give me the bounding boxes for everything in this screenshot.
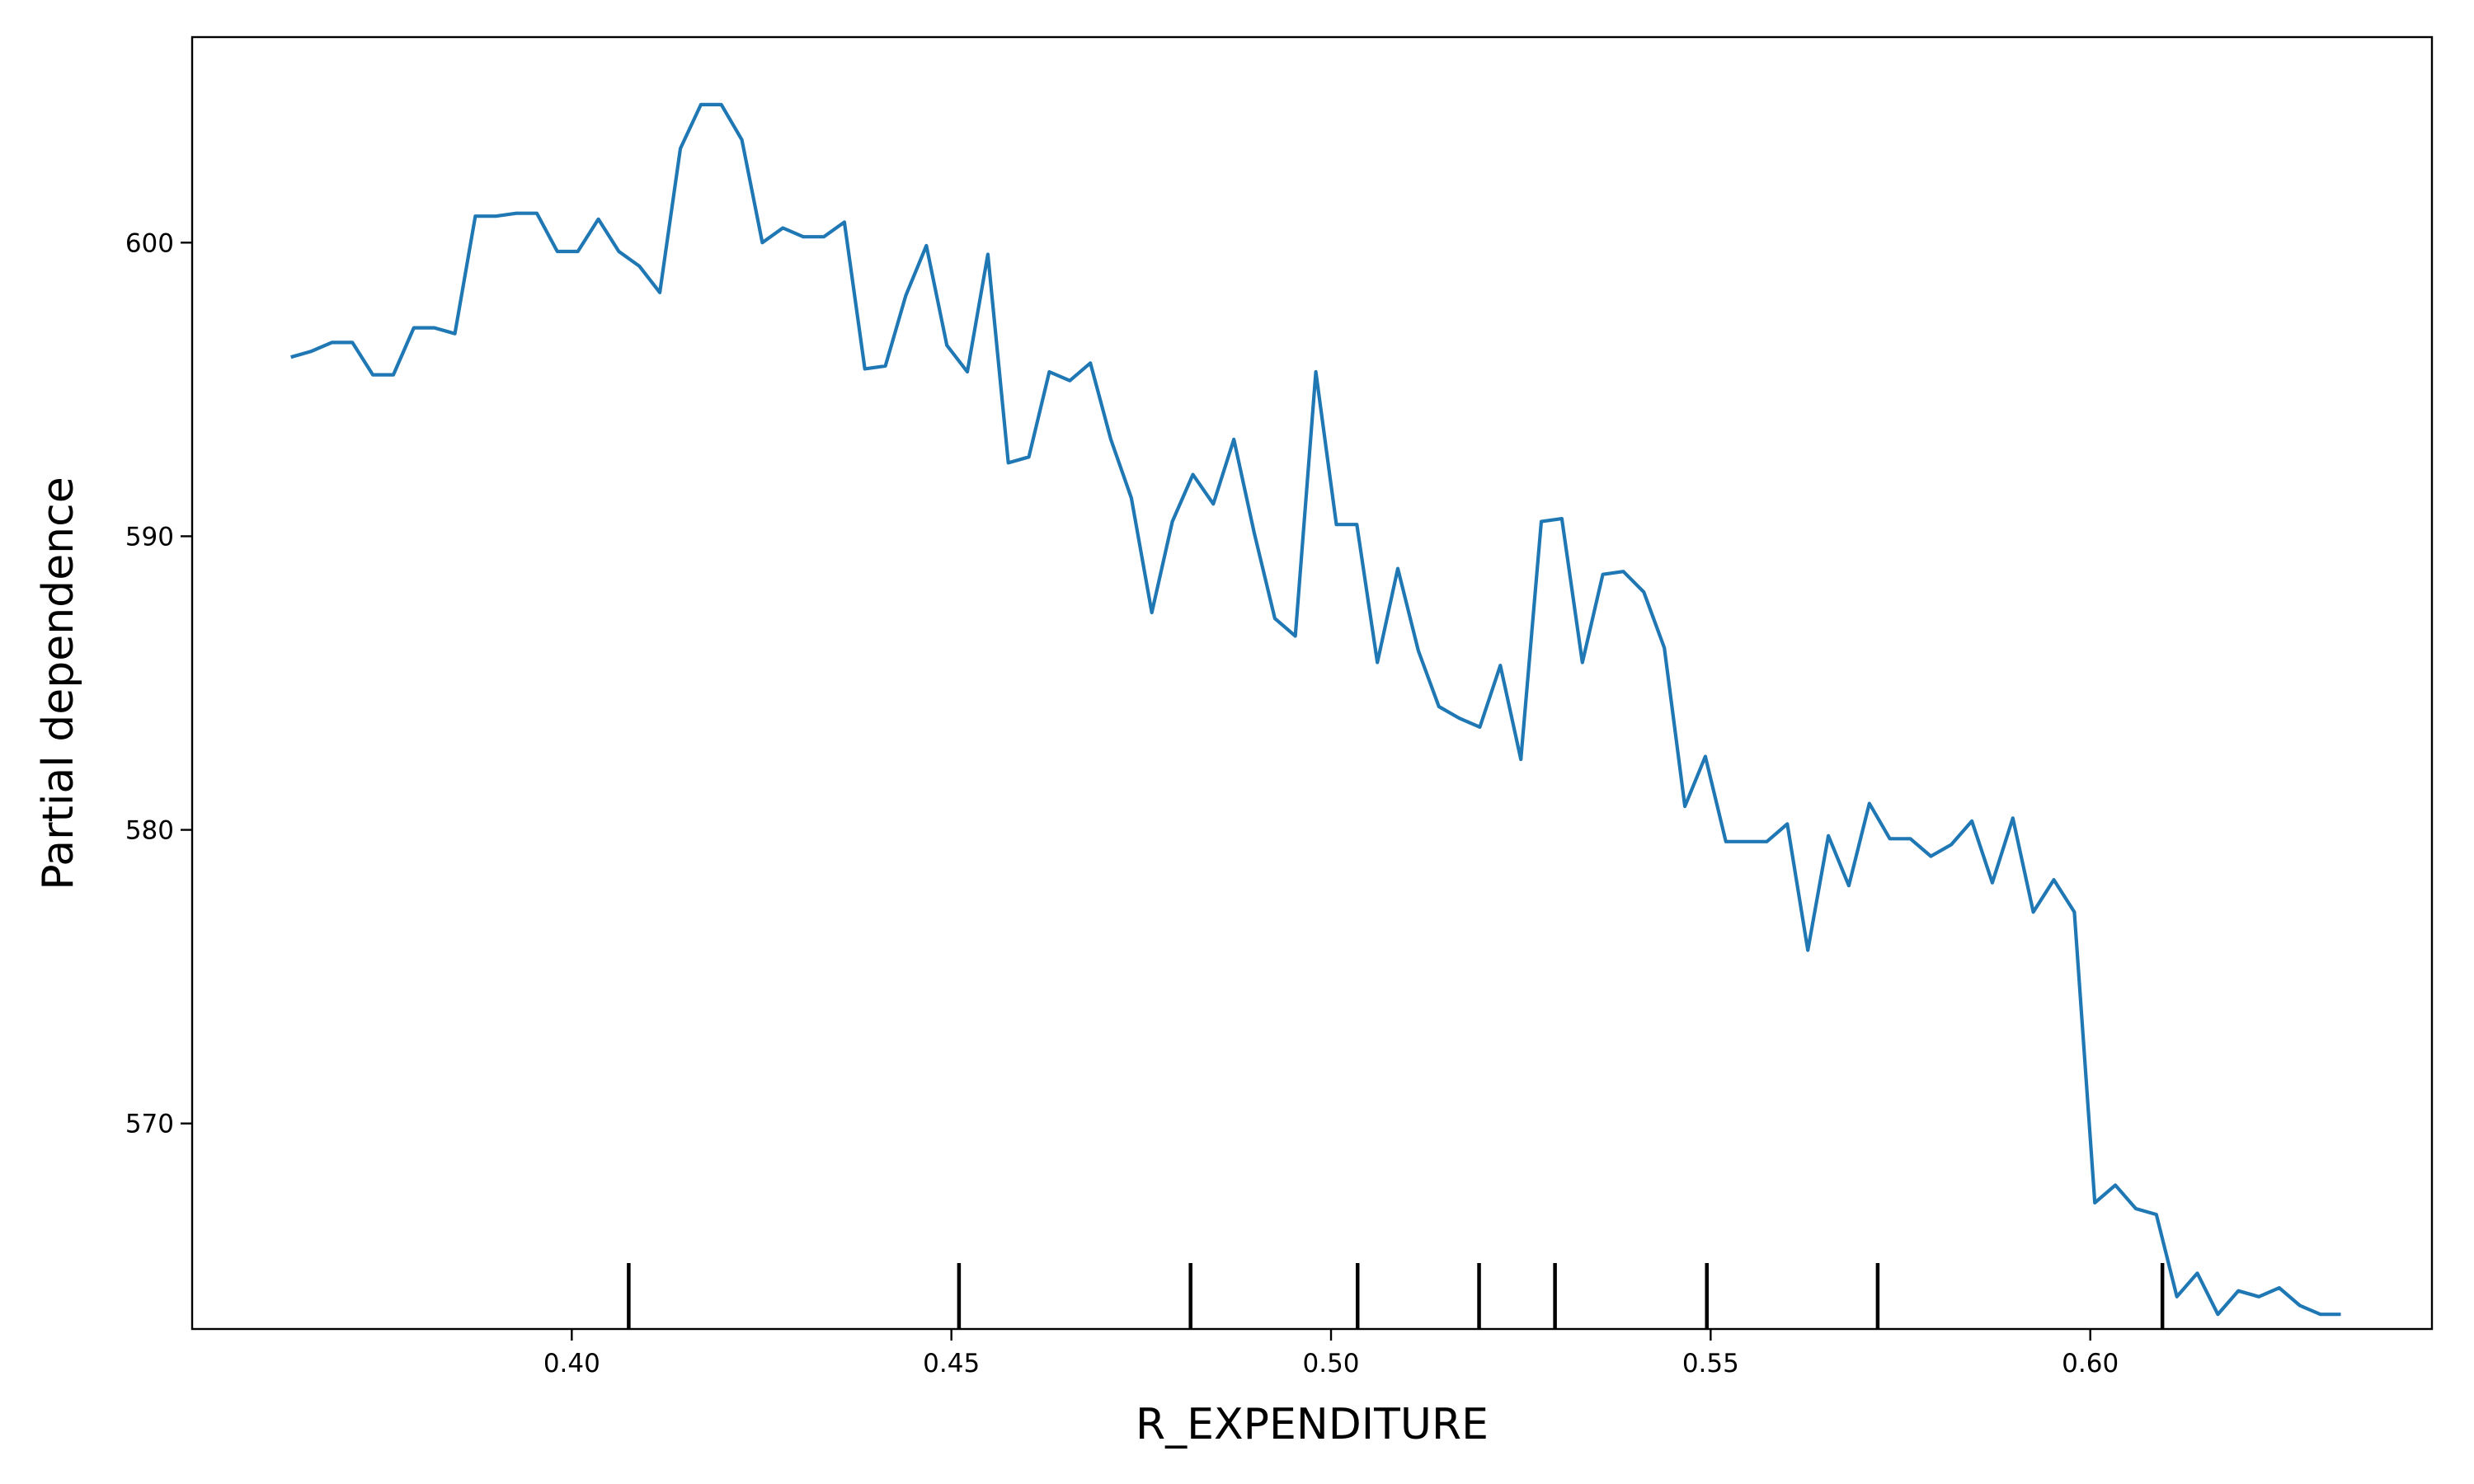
series-layer <box>290 102 2341 1317</box>
y-tick-label: 580 <box>125 816 174 846</box>
x-tick-label: 0.60 <box>2062 1349 2119 1378</box>
x-axis-ticks: 0.40 0.45 0.50 0.55 0.60 <box>543 1329 2119 1378</box>
plot-frame <box>190 35 2434 1331</box>
rug-marks <box>627 1263 2165 1329</box>
y-tick-label: 600 <box>125 228 174 258</box>
y-tick-label: 570 <box>125 1110 174 1139</box>
plot-background <box>192 37 2432 1329</box>
x-tick-label: 0.50 <box>1303 1349 1360 1378</box>
x-axis-title: R_EXPENDITURE <box>1136 1400 1489 1449</box>
x-tick-label: 0.45 <box>923 1349 980 1378</box>
y-tick-label: 590 <box>125 522 174 552</box>
y-axis-title: Partial dependence <box>34 477 83 890</box>
x-tick-label: 0.55 <box>1682 1349 1739 1378</box>
series-line-0 <box>290 102 2341 1317</box>
y-axis-ticks: 570 580 590 600 <box>125 228 192 1139</box>
x-tick-label: 0.40 <box>543 1349 600 1378</box>
